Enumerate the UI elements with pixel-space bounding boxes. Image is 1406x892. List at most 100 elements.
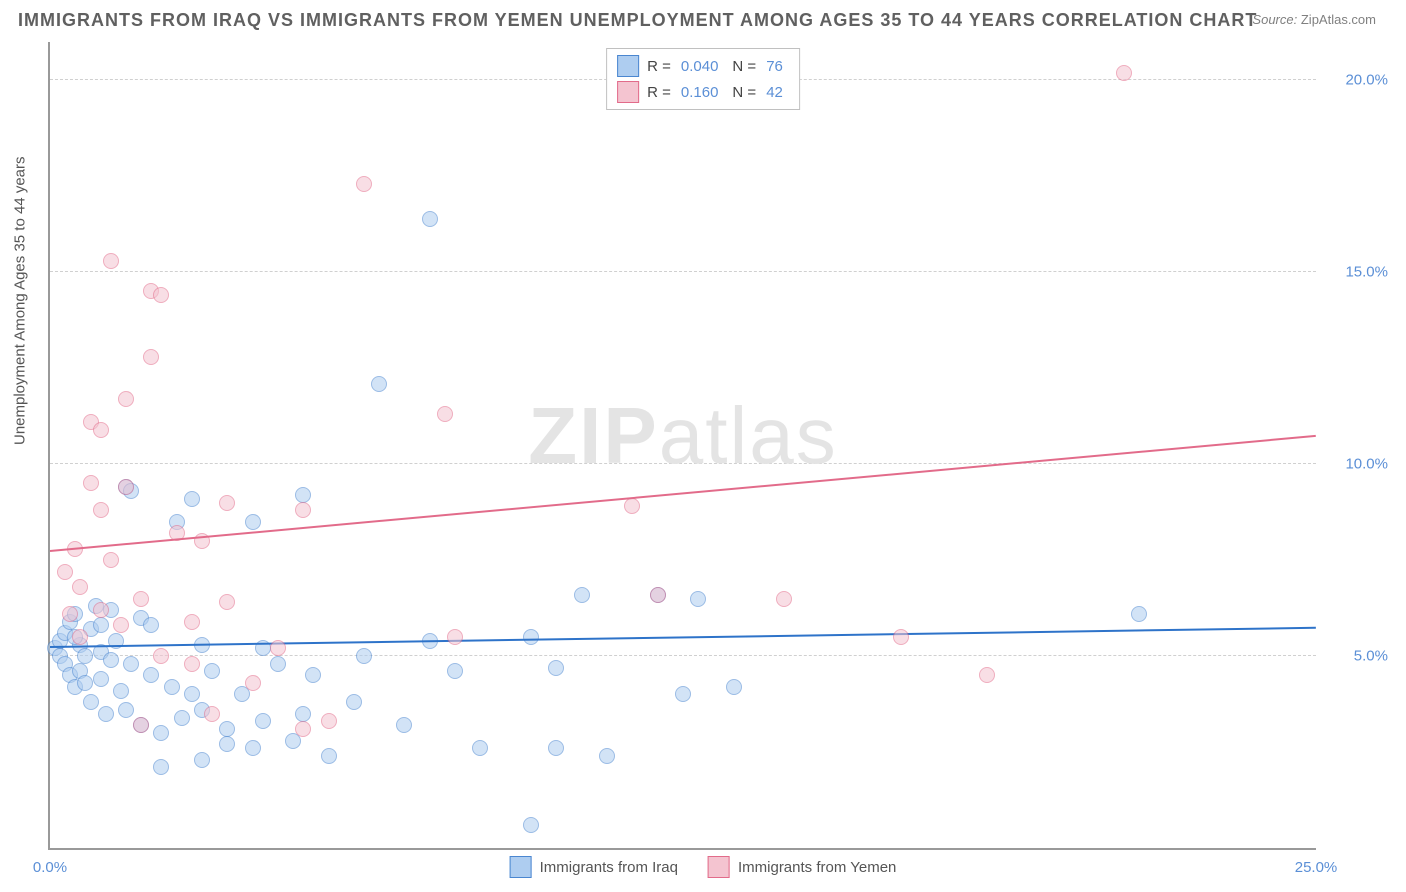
- data-point: [77, 675, 93, 691]
- data-point: [57, 564, 73, 580]
- data-point: [113, 617, 129, 633]
- gridline: [50, 271, 1316, 272]
- legend-n-value: 42: [766, 84, 783, 101]
- data-point: [219, 594, 235, 610]
- watermark: ZIPatlas: [528, 390, 837, 482]
- data-point: [422, 211, 438, 227]
- data-point: [1116, 65, 1132, 81]
- legend-r-label: R =: [647, 84, 671, 101]
- data-point: [599, 748, 615, 764]
- data-point: [133, 717, 149, 733]
- data-point: [321, 748, 337, 764]
- data-point: [153, 648, 169, 664]
- data-point: [219, 721, 235, 737]
- data-point: [143, 617, 159, 633]
- data-point: [245, 675, 261, 691]
- data-point: [548, 660, 564, 676]
- data-point: [164, 679, 180, 695]
- y-axis-title: Unemployment Among Ages 35 to 44 years: [12, 156, 29, 445]
- data-point: [219, 495, 235, 511]
- data-point: [184, 614, 200, 630]
- data-point: [624, 498, 640, 514]
- data-point: [548, 740, 564, 756]
- data-point: [93, 617, 109, 633]
- legend-item: Immigrants from Yemen: [708, 856, 896, 878]
- series-name: Immigrants from Iraq: [540, 859, 678, 876]
- gridline: [50, 463, 1316, 464]
- data-point: [321, 713, 337, 729]
- data-point: [103, 253, 119, 269]
- x-tick-label: 0.0%: [33, 859, 67, 876]
- data-point: [153, 287, 169, 303]
- data-point: [194, 752, 210, 768]
- y-tick-label: 10.0%: [1345, 456, 1388, 473]
- data-point: [893, 629, 909, 645]
- x-tick-label: 25.0%: [1295, 859, 1338, 876]
- data-point: [133, 591, 149, 607]
- source-value: ZipAtlas.com: [1301, 12, 1376, 27]
- trend-line: [50, 627, 1316, 648]
- data-point: [447, 663, 463, 679]
- correlation-legend: R =0.040N =76R =0.160N =42: [606, 48, 800, 110]
- data-point: [690, 591, 706, 607]
- data-point: [295, 706, 311, 722]
- data-point: [174, 710, 190, 726]
- legend-item: Immigrants from Iraq: [510, 856, 678, 878]
- scatter-plot: Unemployment Among Ages 35 to 44 years Z…: [48, 42, 1316, 850]
- legend-row: R = 0.160 N = 42: [617, 79, 789, 105]
- gridline: [50, 655, 1316, 656]
- data-point: [93, 602, 109, 618]
- data-point: [270, 656, 286, 672]
- legend-r-value: 0.160: [681, 84, 719, 101]
- data-point: [118, 479, 134, 495]
- data-point: [93, 671, 109, 687]
- data-point: [650, 587, 666, 603]
- data-point: [118, 391, 134, 407]
- legend-n-label: N =: [732, 58, 756, 75]
- watermark-bold: ZIP: [528, 391, 658, 480]
- data-point: [204, 706, 220, 722]
- data-point: [184, 686, 200, 702]
- data-point: [143, 667, 159, 683]
- series-name: Immigrants from Yemen: [738, 859, 896, 876]
- data-point: [245, 514, 261, 530]
- data-point: [143, 349, 159, 365]
- data-point: [219, 736, 235, 752]
- data-point: [295, 487, 311, 503]
- data-point: [153, 725, 169, 741]
- data-point: [523, 817, 539, 833]
- data-point: [776, 591, 792, 607]
- y-tick-label: 20.0%: [1345, 72, 1388, 89]
- trend-line: [50, 435, 1316, 552]
- data-point: [295, 502, 311, 518]
- data-point: [371, 376, 387, 392]
- legend-r-value: 0.040: [681, 58, 719, 75]
- data-point: [437, 406, 453, 422]
- data-point: [447, 629, 463, 645]
- data-point: [98, 706, 114, 722]
- data-point: [574, 587, 590, 603]
- data-point: [184, 491, 200, 507]
- data-point: [204, 663, 220, 679]
- data-point: [726, 679, 742, 695]
- data-point: [979, 667, 995, 683]
- legend-swatch: [708, 856, 730, 878]
- data-point: [523, 629, 539, 645]
- legend-r-label: R =: [647, 58, 671, 75]
- legend-n-label: N =: [732, 84, 756, 101]
- data-point: [93, 502, 109, 518]
- legend-swatch: [617, 55, 639, 77]
- data-point: [93, 422, 109, 438]
- data-point: [346, 694, 362, 710]
- data-point: [103, 552, 119, 568]
- chart-title: IMMIGRANTS FROM IRAQ VS IMMIGRANTS FROM …: [18, 10, 1257, 31]
- data-point: [72, 629, 88, 645]
- data-point: [472, 740, 488, 756]
- legend-swatch: [510, 856, 532, 878]
- source-label: Source:: [1252, 12, 1297, 27]
- data-point: [255, 713, 271, 729]
- data-point: [83, 694, 99, 710]
- data-point: [184, 656, 200, 672]
- data-point: [123, 656, 139, 672]
- data-point: [356, 648, 372, 664]
